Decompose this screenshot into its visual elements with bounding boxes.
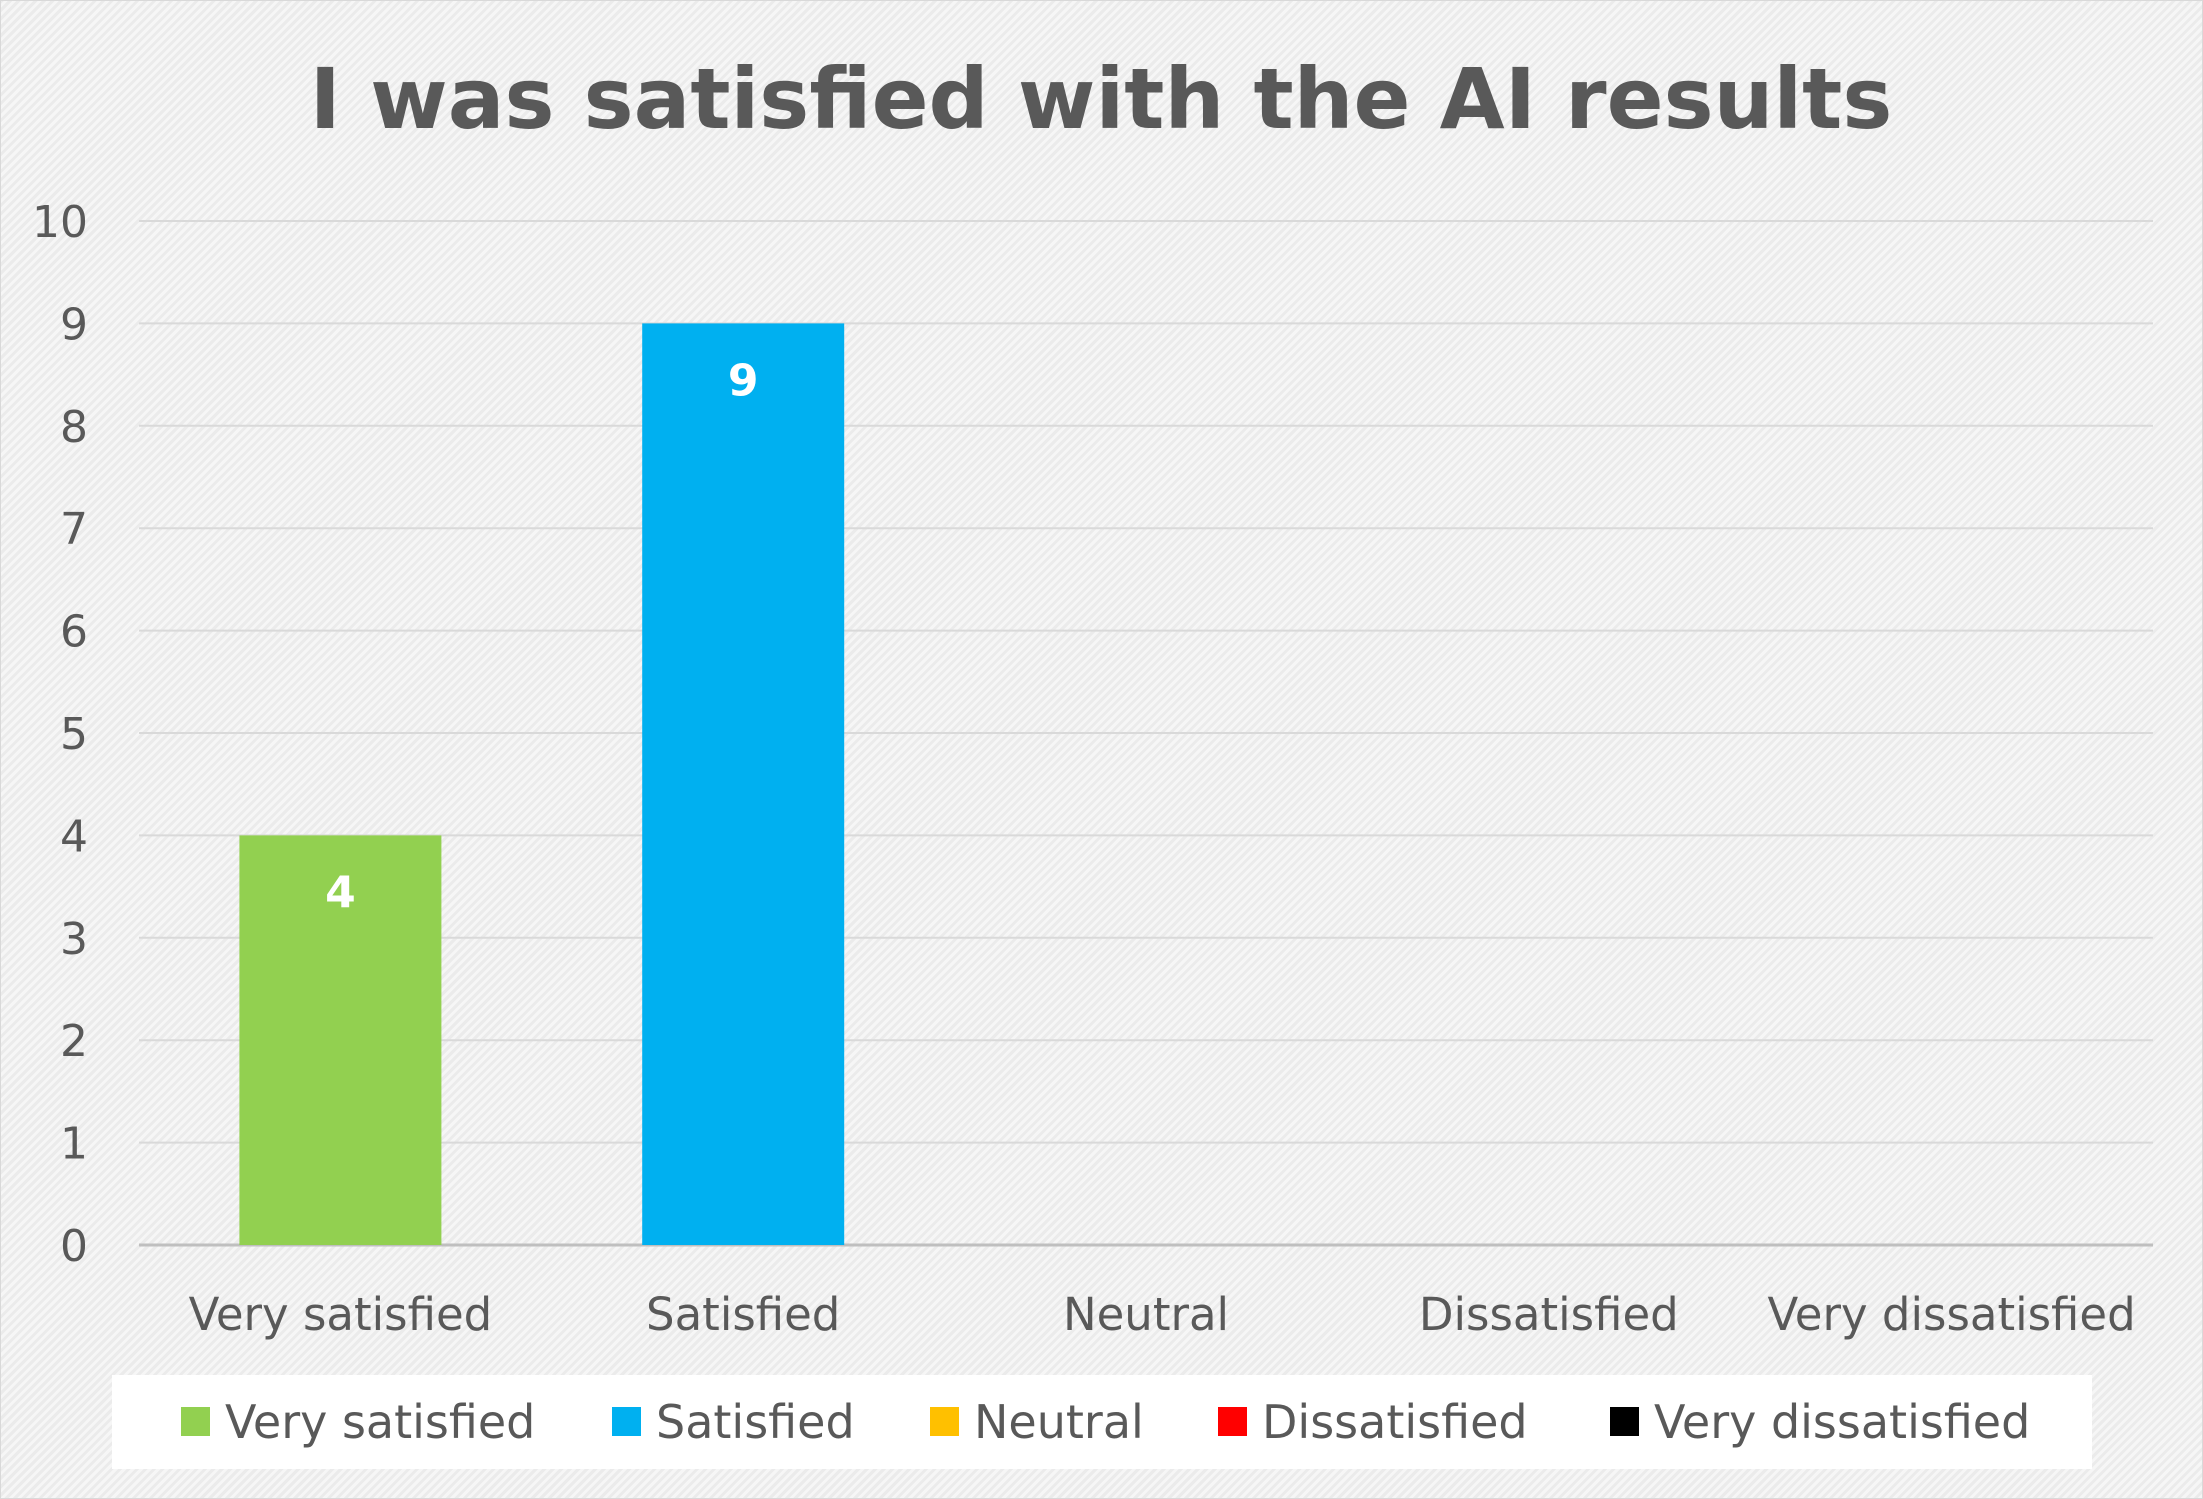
legend-background: [112, 1375, 2092, 1469]
legend-label: Neutral: [974, 1395, 1144, 1449]
y-tick-label: 7: [60, 504, 88, 555]
bar: [642, 323, 845, 1245]
x-tick-label: Dissatisfied: [1419, 1288, 1679, 1341]
y-axis-ticks: 0 1 2 3 4 5 6 7 8 9 10: [32, 197, 88, 1272]
y-tick-label: 8: [60, 402, 88, 453]
legend-label: Satisfied: [656, 1395, 855, 1449]
legend-label: Dissatisfied: [1262, 1395, 1528, 1449]
chart-title: I was satisfied with the AI results: [310, 50, 1893, 148]
y-tick-label: 6: [60, 607, 88, 658]
y-tick-label: 5: [60, 709, 88, 760]
bars: [239, 323, 845, 1245]
legend-swatch: [930, 1407, 959, 1436]
y-tick-label: 1: [60, 1119, 88, 1170]
legend-swatch: [181, 1407, 210, 1436]
x-tick-label: Neutral: [1063, 1288, 1229, 1341]
x-tick-label: Very satisfied: [189, 1288, 493, 1341]
x-tick-label: Very dissatisfied: [1768, 1288, 2136, 1341]
data-labels: 49: [325, 355, 758, 918]
y-tick-label: 9: [60, 299, 88, 350]
data-label: 4: [325, 867, 356, 918]
gridlines: [139, 220, 2153, 1247]
legend-label: Very dissatisfied: [1654, 1395, 2030, 1449]
x-tick-label: Satisfied: [646, 1288, 840, 1341]
legend-swatch: [612, 1407, 641, 1436]
y-tick-label: 4: [60, 811, 88, 862]
legend-swatch: [1218, 1407, 1247, 1436]
y-tick-label: 10: [32, 197, 88, 248]
bar: [239, 835, 442, 1245]
y-tick-label: 3: [60, 914, 88, 965]
legend-label: Very satisfied: [225, 1395, 535, 1449]
y-tick-label: 2: [60, 1016, 88, 1067]
legend-swatch: [1610, 1407, 1639, 1436]
y-tick-label: 0: [60, 1221, 88, 1272]
x-axis-categories: Very satisfied Satisfied Neutral Dissatisfi…: [189, 1288, 2136, 1341]
data-label: 9: [728, 355, 759, 406]
legend: Very satisfied Satisfied Neutral Dissatisfi…: [181, 1395, 2030, 1449]
